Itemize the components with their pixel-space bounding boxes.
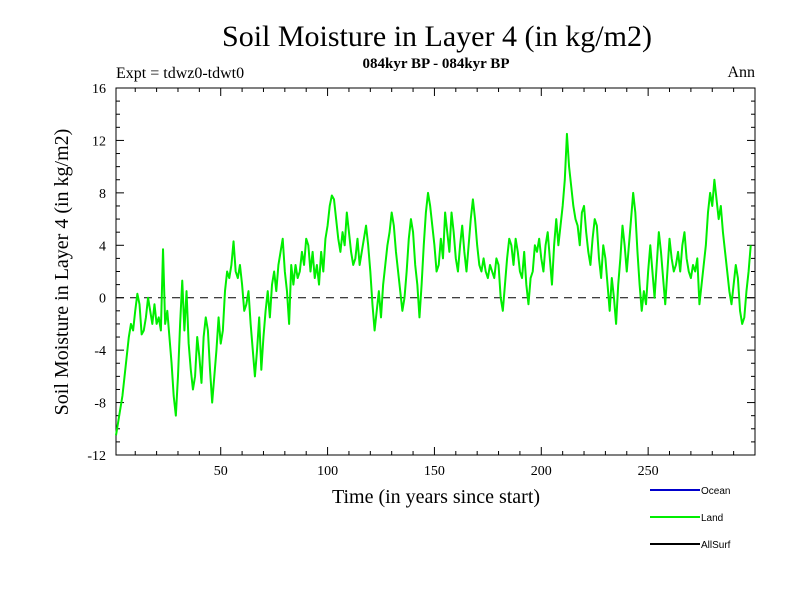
y-tick-label: 0 bbox=[99, 292, 106, 307]
legend-label-allsurf: AllSurf bbox=[701, 540, 731, 551]
experiment-label: Expt = tdwz0-tdwt0 bbox=[116, 65, 244, 82]
x-axis-label: Time (in years since start) bbox=[332, 486, 540, 508]
y-tick-label: 16 bbox=[92, 82, 106, 97]
y-tick-label: 8 bbox=[99, 187, 106, 202]
x-tick-label: 150 bbox=[424, 464, 445, 479]
y-tick-label: -12 bbox=[87, 449, 106, 464]
x-tick-labels: 50 100 150 200 250 bbox=[214, 464, 659, 479]
y-tick-label: 4 bbox=[99, 239, 106, 254]
x-tick-label: 50 bbox=[214, 464, 228, 479]
series-layer bbox=[115, 132, 752, 436]
legend-label-ocean: Ocean bbox=[701, 486, 730, 497]
x-tick-label: 250 bbox=[638, 464, 659, 479]
period-label: Ann bbox=[727, 64, 755, 81]
chart-title: Soil Moisture in Layer 4 (in kg/m2) bbox=[222, 20, 652, 53]
plot-area bbox=[115, 87, 756, 456]
series-line-land bbox=[115, 132, 752, 436]
x-tick-label: 200 bbox=[531, 464, 552, 479]
y-tick-label: 12 bbox=[92, 134, 106, 149]
y-axis-label: Soil Moisture in Layer 4 (in kg/m2) bbox=[51, 129, 73, 416]
x-tick-label: 100 bbox=[317, 464, 338, 479]
y-tick-label: -4 bbox=[94, 344, 106, 359]
legend-label-land: Land bbox=[701, 513, 723, 524]
chart-subtitle: 084kyr BP - 084kyr BP bbox=[363, 56, 510, 72]
legend: Ocean Land AllSurf bbox=[650, 486, 731, 551]
y-tick-labels: -12 -8 -4 0 4 8 12 16 bbox=[87, 82, 106, 464]
y-tick-label: -8 bbox=[94, 397, 106, 412]
